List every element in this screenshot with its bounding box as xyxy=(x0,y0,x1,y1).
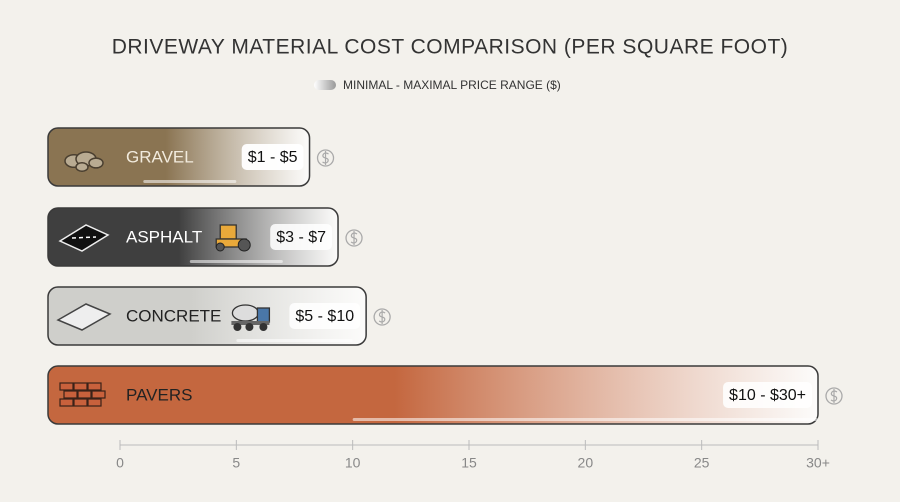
value-label-bg xyxy=(289,303,361,329)
x-tick-label: 30+ xyxy=(806,455,830,471)
x-tick-label: 0 xyxy=(116,455,124,471)
range-bar xyxy=(189,260,283,263)
bar-background xyxy=(47,207,339,267)
x-tick-label: 20 xyxy=(578,455,594,471)
dollar-icon xyxy=(316,149,335,167)
bar-background xyxy=(47,286,367,346)
legend-swatch xyxy=(314,80,336,90)
value-label: $3 - $7 xyxy=(276,229,326,246)
range-bar xyxy=(236,339,353,342)
value-label-bg xyxy=(270,224,333,250)
dollar-icon xyxy=(345,229,363,247)
range-bar xyxy=(352,418,818,421)
chart-title: DRIVEWAY MATERIAL COST COMPARISON (PER S… xyxy=(112,36,789,59)
material-icon xyxy=(56,303,112,331)
range-bar xyxy=(143,180,237,183)
value-label: $10 - $30+ xyxy=(729,387,806,404)
x-tick-label: 5 xyxy=(232,455,240,471)
x-tick-label: 25 xyxy=(694,455,710,471)
dollar-icon xyxy=(825,387,843,405)
value-label: $1 - $5 xyxy=(248,149,298,166)
dollar-icon xyxy=(373,308,391,326)
vehicle-icon xyxy=(231,304,271,331)
material-icon xyxy=(59,382,106,407)
material-icon xyxy=(58,224,110,252)
category-label: CONCRETE xyxy=(126,306,221,325)
value-label-bg xyxy=(723,382,812,408)
x-tick-label: 15 xyxy=(461,455,477,471)
material-icon xyxy=(64,151,104,172)
category-label: ASPHALT xyxy=(126,227,202,246)
legend-label: MINIMAL - MAXIMAL PRICE RANGE ($) xyxy=(343,78,561,92)
vehicle-icon xyxy=(215,224,251,252)
category-label: GRAVEL xyxy=(126,147,194,166)
x-tick-label: 10 xyxy=(345,455,361,471)
value-label: $5 - $10 xyxy=(295,308,354,325)
bar-background xyxy=(47,127,311,187)
bar-background xyxy=(47,365,819,425)
category-label: PAVERS xyxy=(126,385,192,404)
value-label-bg xyxy=(241,144,304,170)
